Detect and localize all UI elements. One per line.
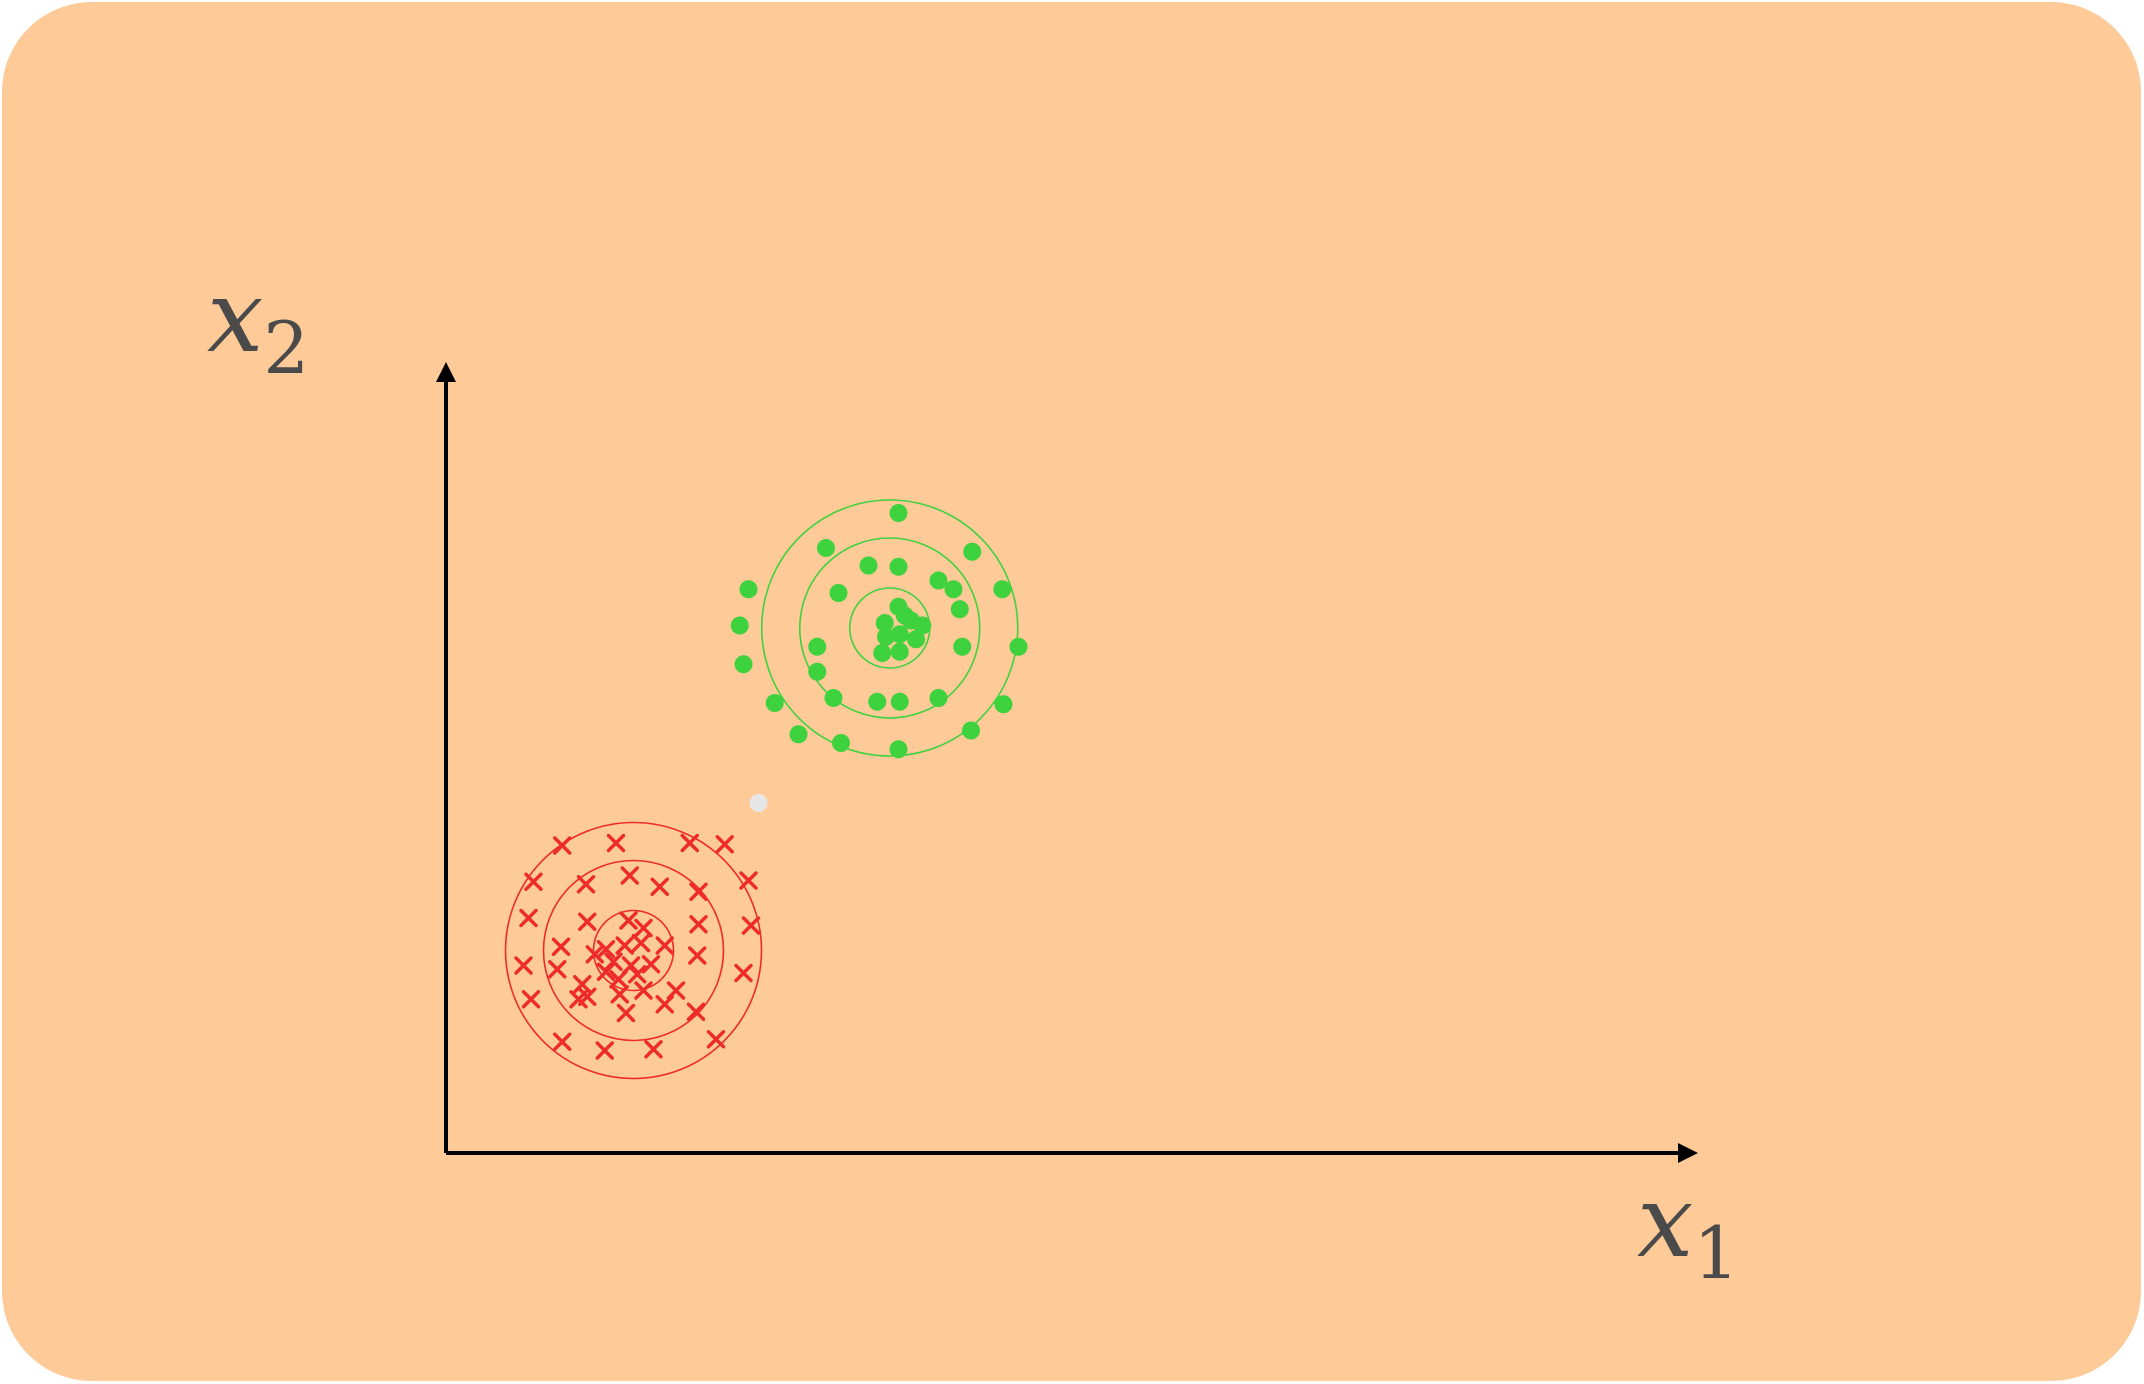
series-2-point xyxy=(859,556,878,575)
series-2-point xyxy=(929,571,948,590)
series-1-point xyxy=(519,908,538,928)
series-2-point xyxy=(730,616,749,635)
series-2-point xyxy=(1009,637,1028,656)
series-1-point xyxy=(553,1032,572,1051)
series-1-point xyxy=(689,915,708,934)
series-1-point xyxy=(666,981,686,1000)
series-1 xyxy=(504,821,763,1080)
series-1-point xyxy=(741,916,761,935)
series-2-point xyxy=(734,655,753,674)
series-2-point xyxy=(868,692,887,711)
series-1-point xyxy=(610,985,629,1004)
series-1-point xyxy=(706,1030,726,1049)
series-2-point xyxy=(890,625,909,644)
series-1-point xyxy=(655,936,674,955)
series-1-point xyxy=(715,835,734,854)
series-2-point xyxy=(817,539,835,557)
series-2-point xyxy=(832,734,850,752)
y-axis-arrowhead xyxy=(436,362,456,382)
y-axis-label-sub: 2 xyxy=(263,306,310,390)
series-1-point xyxy=(604,952,623,971)
series-2-point xyxy=(993,580,1012,599)
series-1-point xyxy=(521,990,541,1009)
series-1-point xyxy=(596,962,616,981)
series-2-point xyxy=(789,725,808,744)
series-1-point xyxy=(688,946,707,965)
series-2-point xyxy=(944,580,963,599)
series-1-point xyxy=(578,912,597,931)
series-2-point xyxy=(889,504,908,522)
series-2 xyxy=(730,499,1028,759)
series-1-point xyxy=(655,995,674,1014)
series-1-point xyxy=(680,833,699,853)
series-1-point xyxy=(576,875,596,894)
x-axis-arrowhead xyxy=(1678,1143,1698,1163)
series-1-point xyxy=(548,960,567,979)
series-1-point xyxy=(628,965,647,984)
series-1-contour-1 xyxy=(592,909,675,992)
series-1-point xyxy=(551,937,571,956)
y-axis-label-var: x xyxy=(207,258,264,375)
series-1-point xyxy=(606,833,626,853)
series-2-point xyxy=(963,542,982,561)
series-1-point xyxy=(616,1003,636,1023)
series-2-point xyxy=(877,627,895,646)
series-1-point xyxy=(596,940,616,959)
series-2-point xyxy=(889,740,908,759)
series-1-point xyxy=(609,970,628,989)
series-1-point xyxy=(631,933,651,953)
series-1-point xyxy=(514,956,533,975)
series-2-point xyxy=(765,694,784,712)
series-1-point xyxy=(739,871,758,890)
series-1-point xyxy=(595,1041,614,1060)
series-1-point xyxy=(573,975,592,994)
series-1-point xyxy=(734,963,753,983)
series-2-point xyxy=(875,614,894,632)
series-1-point xyxy=(634,918,653,938)
series-2-contour-3 xyxy=(760,499,1019,757)
series-1-point xyxy=(689,882,708,901)
series-2-point xyxy=(907,630,925,649)
series-1-contour-2 xyxy=(542,859,725,1042)
series-1-contour-3 xyxy=(504,821,763,1080)
series-2-point xyxy=(950,600,969,619)
series-2-point xyxy=(913,616,932,635)
series-1-point xyxy=(619,911,638,930)
series-2-point xyxy=(953,637,972,656)
series-2-point xyxy=(824,689,843,707)
data-series-layer xyxy=(504,499,1028,1080)
series-1-point xyxy=(524,872,543,891)
series-2-contour-2 xyxy=(798,537,981,719)
series-2-point xyxy=(873,644,892,662)
series-2-point xyxy=(994,695,1013,714)
series-1-point xyxy=(644,1040,663,1059)
series-2-point xyxy=(808,637,827,656)
series-1-point xyxy=(650,877,669,896)
series-1-point xyxy=(553,836,572,855)
series-1-point xyxy=(620,866,639,885)
series-2-point xyxy=(962,721,980,740)
x-axis-label-sub: 1 xyxy=(1693,1211,1740,1295)
series-2-point xyxy=(889,557,908,576)
series-1-point xyxy=(585,945,604,964)
x-axis-label: x1 xyxy=(1637,1172,1739,1290)
query-point xyxy=(749,794,768,812)
series-1-point xyxy=(641,955,661,974)
series-2-point xyxy=(890,642,909,661)
series-2-point xyxy=(929,689,948,707)
x-axis-label-var: x xyxy=(1637,1163,1694,1280)
series-2-point xyxy=(739,580,758,599)
series-2-point xyxy=(829,584,848,602)
series-2-point xyxy=(808,662,827,681)
series-1-point xyxy=(686,1002,706,1021)
series-1-point xyxy=(634,981,653,1000)
series-1-point xyxy=(615,936,634,955)
series-1-point xyxy=(569,990,588,1009)
y-axis-label: x2 xyxy=(207,267,309,385)
series-2-point xyxy=(890,692,909,711)
